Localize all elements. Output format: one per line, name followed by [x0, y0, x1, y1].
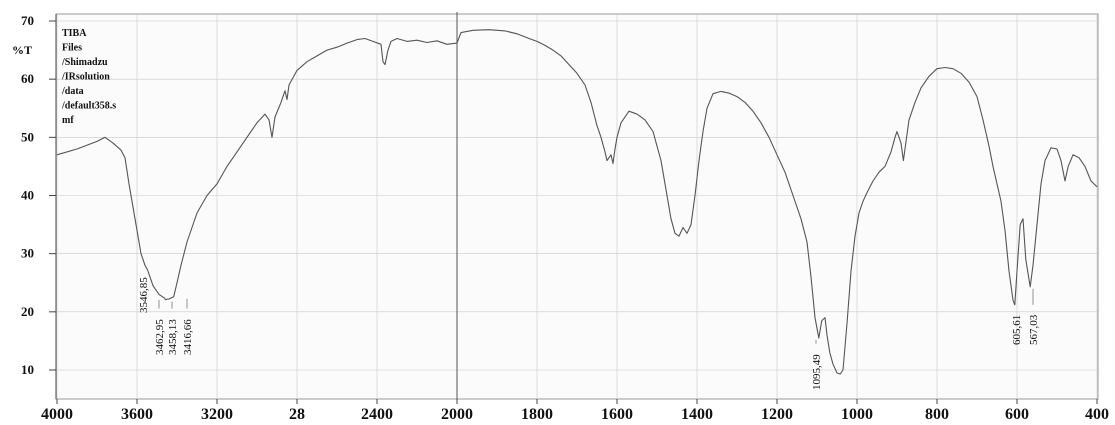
x-tick-label: 1000: [841, 406, 873, 423]
x-tick-label: 600: [1005, 406, 1029, 423]
x-tick-label: 2400: [361, 406, 393, 423]
peak-label: 567,03: [1028, 314, 1040, 345]
spectrum-series-line: [56, 29, 1098, 375]
y-tick-label: 10: [21, 362, 34, 377]
y-tick-label: 30: [21, 246, 34, 261]
peak-annotations: 3546,85 3462,95 3458,13 3416,66 1095,49 605,6…: [138, 277, 1040, 390]
peak-label: 3546,85: [138, 277, 150, 313]
x-axis-ticks: 4000 3600 3200 28 2400 2000 1800 1600 1400 1200 10…: [41, 399, 1109, 423]
y-axis-label: %T: [12, 43, 32, 57]
x-tick-label: 1200: [761, 406, 793, 423]
x-tick-label: 1600: [601, 406, 633, 423]
file-info-line: Files: [62, 43, 82, 54]
x-tick-label: 800: [925, 406, 949, 423]
file-info-line: /data: [61, 86, 84, 97]
x-tick-label: 3600: [121, 406, 153, 423]
plot-frame: [55, 13, 1099, 400]
peak-label: 3416,66: [182, 319, 194, 355]
peak-label: 1095,49: [811, 354, 823, 390]
peak-label: 3462,95: [154, 319, 166, 355]
x-tick-label: 1800: [521, 406, 553, 423]
y-tick-label: 50: [21, 129, 34, 144]
file-info-line: TIBA: [62, 28, 87, 39]
peak-label: 605,61: [1011, 315, 1023, 345]
file-info-line: /IRsolution: [61, 72, 110, 83]
x-tick-label: 3200: [201, 406, 233, 423]
file-info-annotation: TIBA Files/Shimadzu/IRsolution/data/defau…: [61, 28, 116, 126]
file-info-line: mf: [62, 115, 74, 126]
y-tick-label: 70: [21, 13, 34, 28]
peak-label: 3458,13: [167, 319, 179, 355]
y-tick-label: 20: [21, 304, 34, 319]
y-axis-ticks: 70 60 50 40 30 20 10: [21, 13, 56, 377]
x-tick-label: 2000: [441, 406, 473, 423]
x-tick-label: 400: [1085, 406, 1109, 423]
x-tick-label: 1400: [681, 406, 713, 423]
file-info-line: /default358.s: [61, 101, 116, 112]
y-tick-label: 60: [21, 71, 34, 86]
y-tick-label: 40: [21, 188, 34, 203]
x-tick-label: 28: [289, 406, 305, 423]
file-info-line: /Shimadzu: [61, 57, 108, 68]
x-tick-label: 4000: [41, 406, 73, 423]
